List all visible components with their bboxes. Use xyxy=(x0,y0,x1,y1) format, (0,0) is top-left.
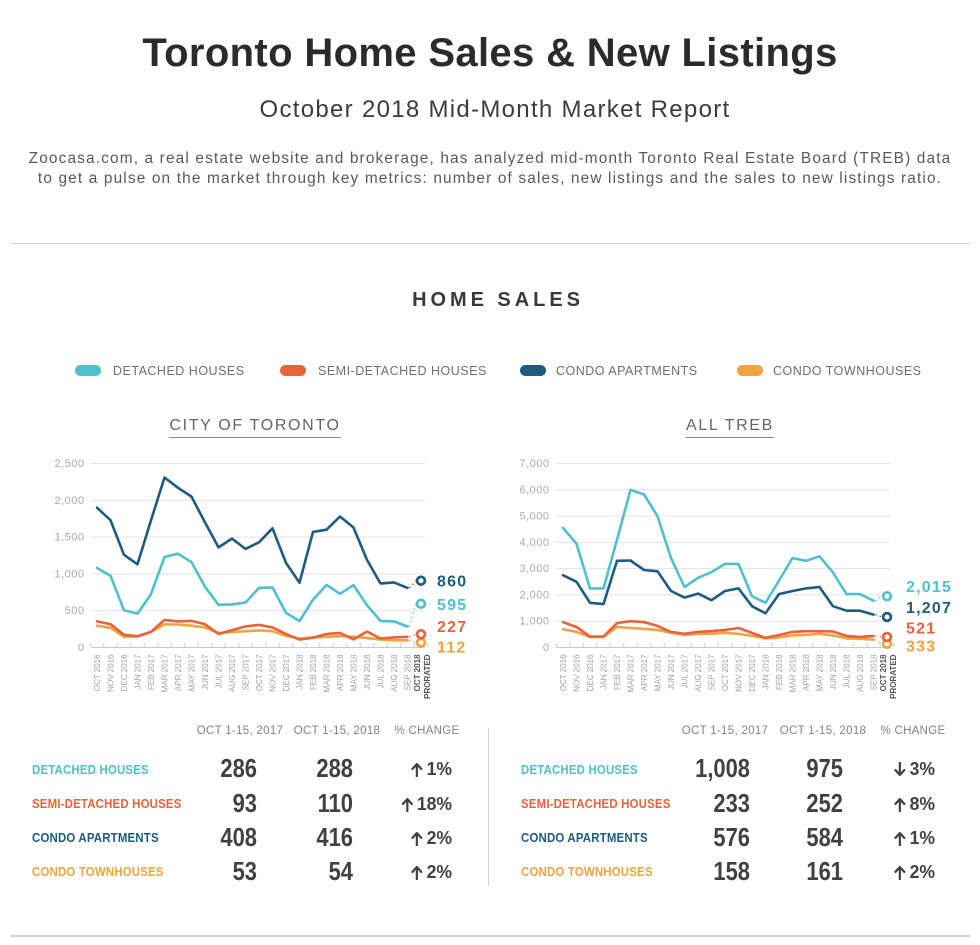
svg-text:JUN 2018: JUN 2018 xyxy=(829,654,838,690)
svg-text:JUN 2018: JUN 2018 xyxy=(363,654,372,690)
svg-text:MAY 2018: MAY 2018 xyxy=(350,654,359,691)
svg-text:2,500: 2,500 xyxy=(54,458,84,470)
svg-text:FEB 2017: FEB 2017 xyxy=(147,654,156,690)
svg-text:521: 521 xyxy=(906,620,936,637)
svg-text:MAR 2018: MAR 2018 xyxy=(323,654,332,692)
svg-text:112: 112 xyxy=(437,640,466,657)
svg-text:JUL 2018: JUL 2018 xyxy=(843,654,852,688)
svg-text:JAN 2017: JAN 2017 xyxy=(134,654,143,690)
svg-text:NOV 2017: NOV 2017 xyxy=(269,654,278,692)
svg-text:JUN 2017: JUN 2017 xyxy=(667,654,676,690)
svg-text:MAR 2017: MAR 2017 xyxy=(627,654,636,692)
svg-text:DEC 2016: DEC 2016 xyxy=(120,654,129,692)
svg-text:OCT 2018: OCT 2018 xyxy=(879,654,888,692)
svg-text:1,500: 1,500 xyxy=(54,532,84,544)
svg-text:0: 0 xyxy=(543,642,550,654)
svg-text:SEP 2018: SEP 2018 xyxy=(870,654,879,690)
svg-text:DEC 2017: DEC 2017 xyxy=(282,654,291,692)
svg-text:FEB 2017: FEB 2017 xyxy=(613,654,622,690)
svg-text:OCT 2018: OCT 2018 xyxy=(413,654,422,692)
svg-text:APR 2018: APR 2018 xyxy=(336,654,345,691)
svg-text:APR 2017: APR 2017 xyxy=(640,654,649,691)
svg-text:MAY 2017: MAY 2017 xyxy=(188,654,197,691)
svg-text:AUG 2017: AUG 2017 xyxy=(694,654,703,692)
svg-text:JAN 2018: JAN 2018 xyxy=(762,654,771,690)
svg-text:NOV 2016: NOV 2016 xyxy=(107,654,116,692)
svg-text:JUL 2017: JUL 2017 xyxy=(215,654,224,688)
svg-text:JUL 2018: JUL 2018 xyxy=(377,654,386,688)
svg-text:6,000: 6,000 xyxy=(519,484,549,496)
svg-text:JUN 2017: JUN 2017 xyxy=(201,654,210,690)
svg-text:JUL 2017: JUL 2017 xyxy=(681,654,690,688)
svg-text:FEB 2018: FEB 2018 xyxy=(309,654,318,690)
svg-text:OCT 2016: OCT 2016 xyxy=(93,654,102,691)
svg-text:DEC 2016: DEC 2016 xyxy=(586,654,595,692)
svg-text:PRORATED: PRORATED xyxy=(423,654,432,699)
svg-text:OCT 2017: OCT 2017 xyxy=(721,654,730,691)
svg-text:AUG 2018: AUG 2018 xyxy=(390,654,399,692)
svg-text:MAY 2018: MAY 2018 xyxy=(816,654,825,691)
svg-text:SEP 2018: SEP 2018 xyxy=(404,654,413,690)
svg-text:1,000: 1,000 xyxy=(519,616,549,628)
svg-text:333: 333 xyxy=(906,639,936,656)
svg-text:NOV 2016: NOV 2016 xyxy=(573,654,582,692)
svg-text:4,000: 4,000 xyxy=(519,537,549,549)
svg-text:SEP 2017: SEP 2017 xyxy=(242,654,251,690)
svg-text:AUG 2018: AUG 2018 xyxy=(856,654,865,692)
svg-text:APR 2017: APR 2017 xyxy=(174,654,183,691)
svg-text:OCT 2016: OCT 2016 xyxy=(559,654,568,691)
svg-text:SEP 2017: SEP 2017 xyxy=(708,654,717,690)
svg-text:PRORATED: PRORATED xyxy=(889,654,898,699)
svg-text:JAN 2018: JAN 2018 xyxy=(296,654,305,690)
svg-text:3,000: 3,000 xyxy=(519,563,549,575)
svg-text:MAR 2017: MAR 2017 xyxy=(161,654,170,692)
svg-text:7,000: 7,000 xyxy=(519,458,549,470)
svg-text:FEB 2018: FEB 2018 xyxy=(775,654,784,690)
svg-text:500: 500 xyxy=(65,605,85,617)
svg-text:5,000: 5,000 xyxy=(519,511,549,523)
svg-text:MAY 2017: MAY 2017 xyxy=(654,654,663,691)
svg-text:2,015: 2,015 xyxy=(906,579,952,596)
svg-text:2,000: 2,000 xyxy=(54,495,84,507)
svg-text:1,000: 1,000 xyxy=(54,568,84,580)
svg-text:NOV 2017: NOV 2017 xyxy=(735,654,744,692)
svg-text:227: 227 xyxy=(437,619,467,636)
svg-text:1,207: 1,207 xyxy=(906,600,952,617)
svg-text:0: 0 xyxy=(78,642,85,654)
svg-text:APR 2018: APR 2018 xyxy=(802,654,811,691)
svg-text:DEC 2017: DEC 2017 xyxy=(748,654,757,692)
svg-text:MAR 2018: MAR 2018 xyxy=(789,654,798,692)
svg-text:2,000: 2,000 xyxy=(519,589,549,601)
svg-text:OCT 2017: OCT 2017 xyxy=(255,654,264,691)
svg-text:595: 595 xyxy=(437,597,467,614)
svg-text:860: 860 xyxy=(437,574,467,591)
svg-text:JAN 2017: JAN 2017 xyxy=(600,654,609,690)
svg-text:AUG 2017: AUG 2017 xyxy=(228,654,237,692)
